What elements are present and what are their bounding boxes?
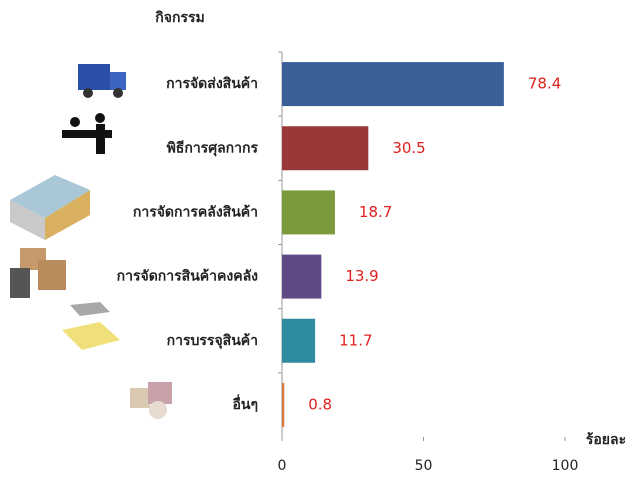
warehouse-icon [10, 175, 90, 240]
category-label: การบรรจุสินค้า [167, 333, 258, 349]
category-label: พิธีการศุลกากร [167, 140, 259, 156]
value-label: 18.7 [359, 203, 392, 221]
bar [282, 319, 315, 363]
y-axis-title: กิจกรรม [155, 10, 205, 26]
icons [10, 64, 172, 419]
category-label: การจัดการคลังสินค้า [133, 204, 258, 220]
x-axis-title: ร้อยละ [586, 432, 626, 448]
bar [282, 190, 335, 234]
value-label: 11.7 [339, 331, 372, 349]
inventory-icon [10, 248, 66, 298]
truck-icon [78, 64, 126, 98]
value-label: 78.4 [528, 75, 561, 93]
others-icon [130, 382, 172, 419]
value-label: 13.9 [345, 267, 378, 285]
category-label: การจัดการสินค้าคงคลัง [117, 269, 258, 285]
x-tick-label: 50 [415, 458, 433, 474]
customs-icon [62, 113, 112, 154]
packing-icon [62, 302, 120, 350]
chart: กิจกรรม ร้อยละ [0, 0, 632, 477]
x-tick-label: 0 [278, 458, 287, 474]
bar [282, 126, 368, 170]
x-tick-label: 100 [552, 458, 579, 474]
bar [282, 255, 321, 299]
value-label: 30.5 [392, 139, 425, 157]
bar [282, 62, 504, 106]
category-label: การจัดส่งสินค้า [166, 76, 258, 92]
value-label: 0.8 [308, 395, 332, 413]
category-label: อื่นๆ [233, 394, 259, 413]
bar [282, 383, 284, 427]
